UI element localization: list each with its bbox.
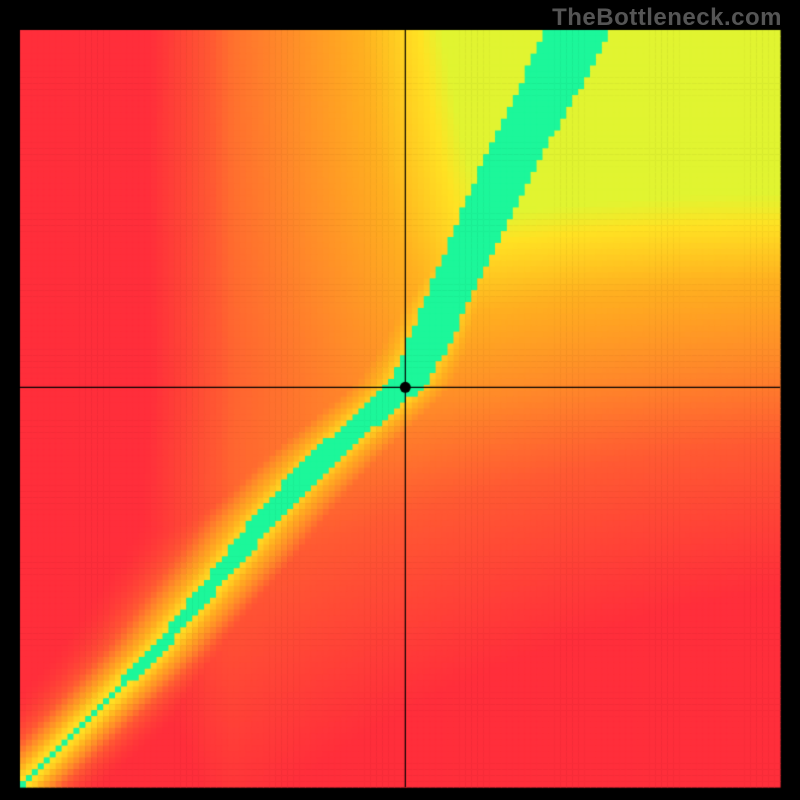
watermark-text: TheBottleneck.com	[552, 4, 782, 32]
bottleneck-heatmap	[0, 0, 800, 800]
page-root: TheBottleneck.com	[0, 0, 800, 800]
